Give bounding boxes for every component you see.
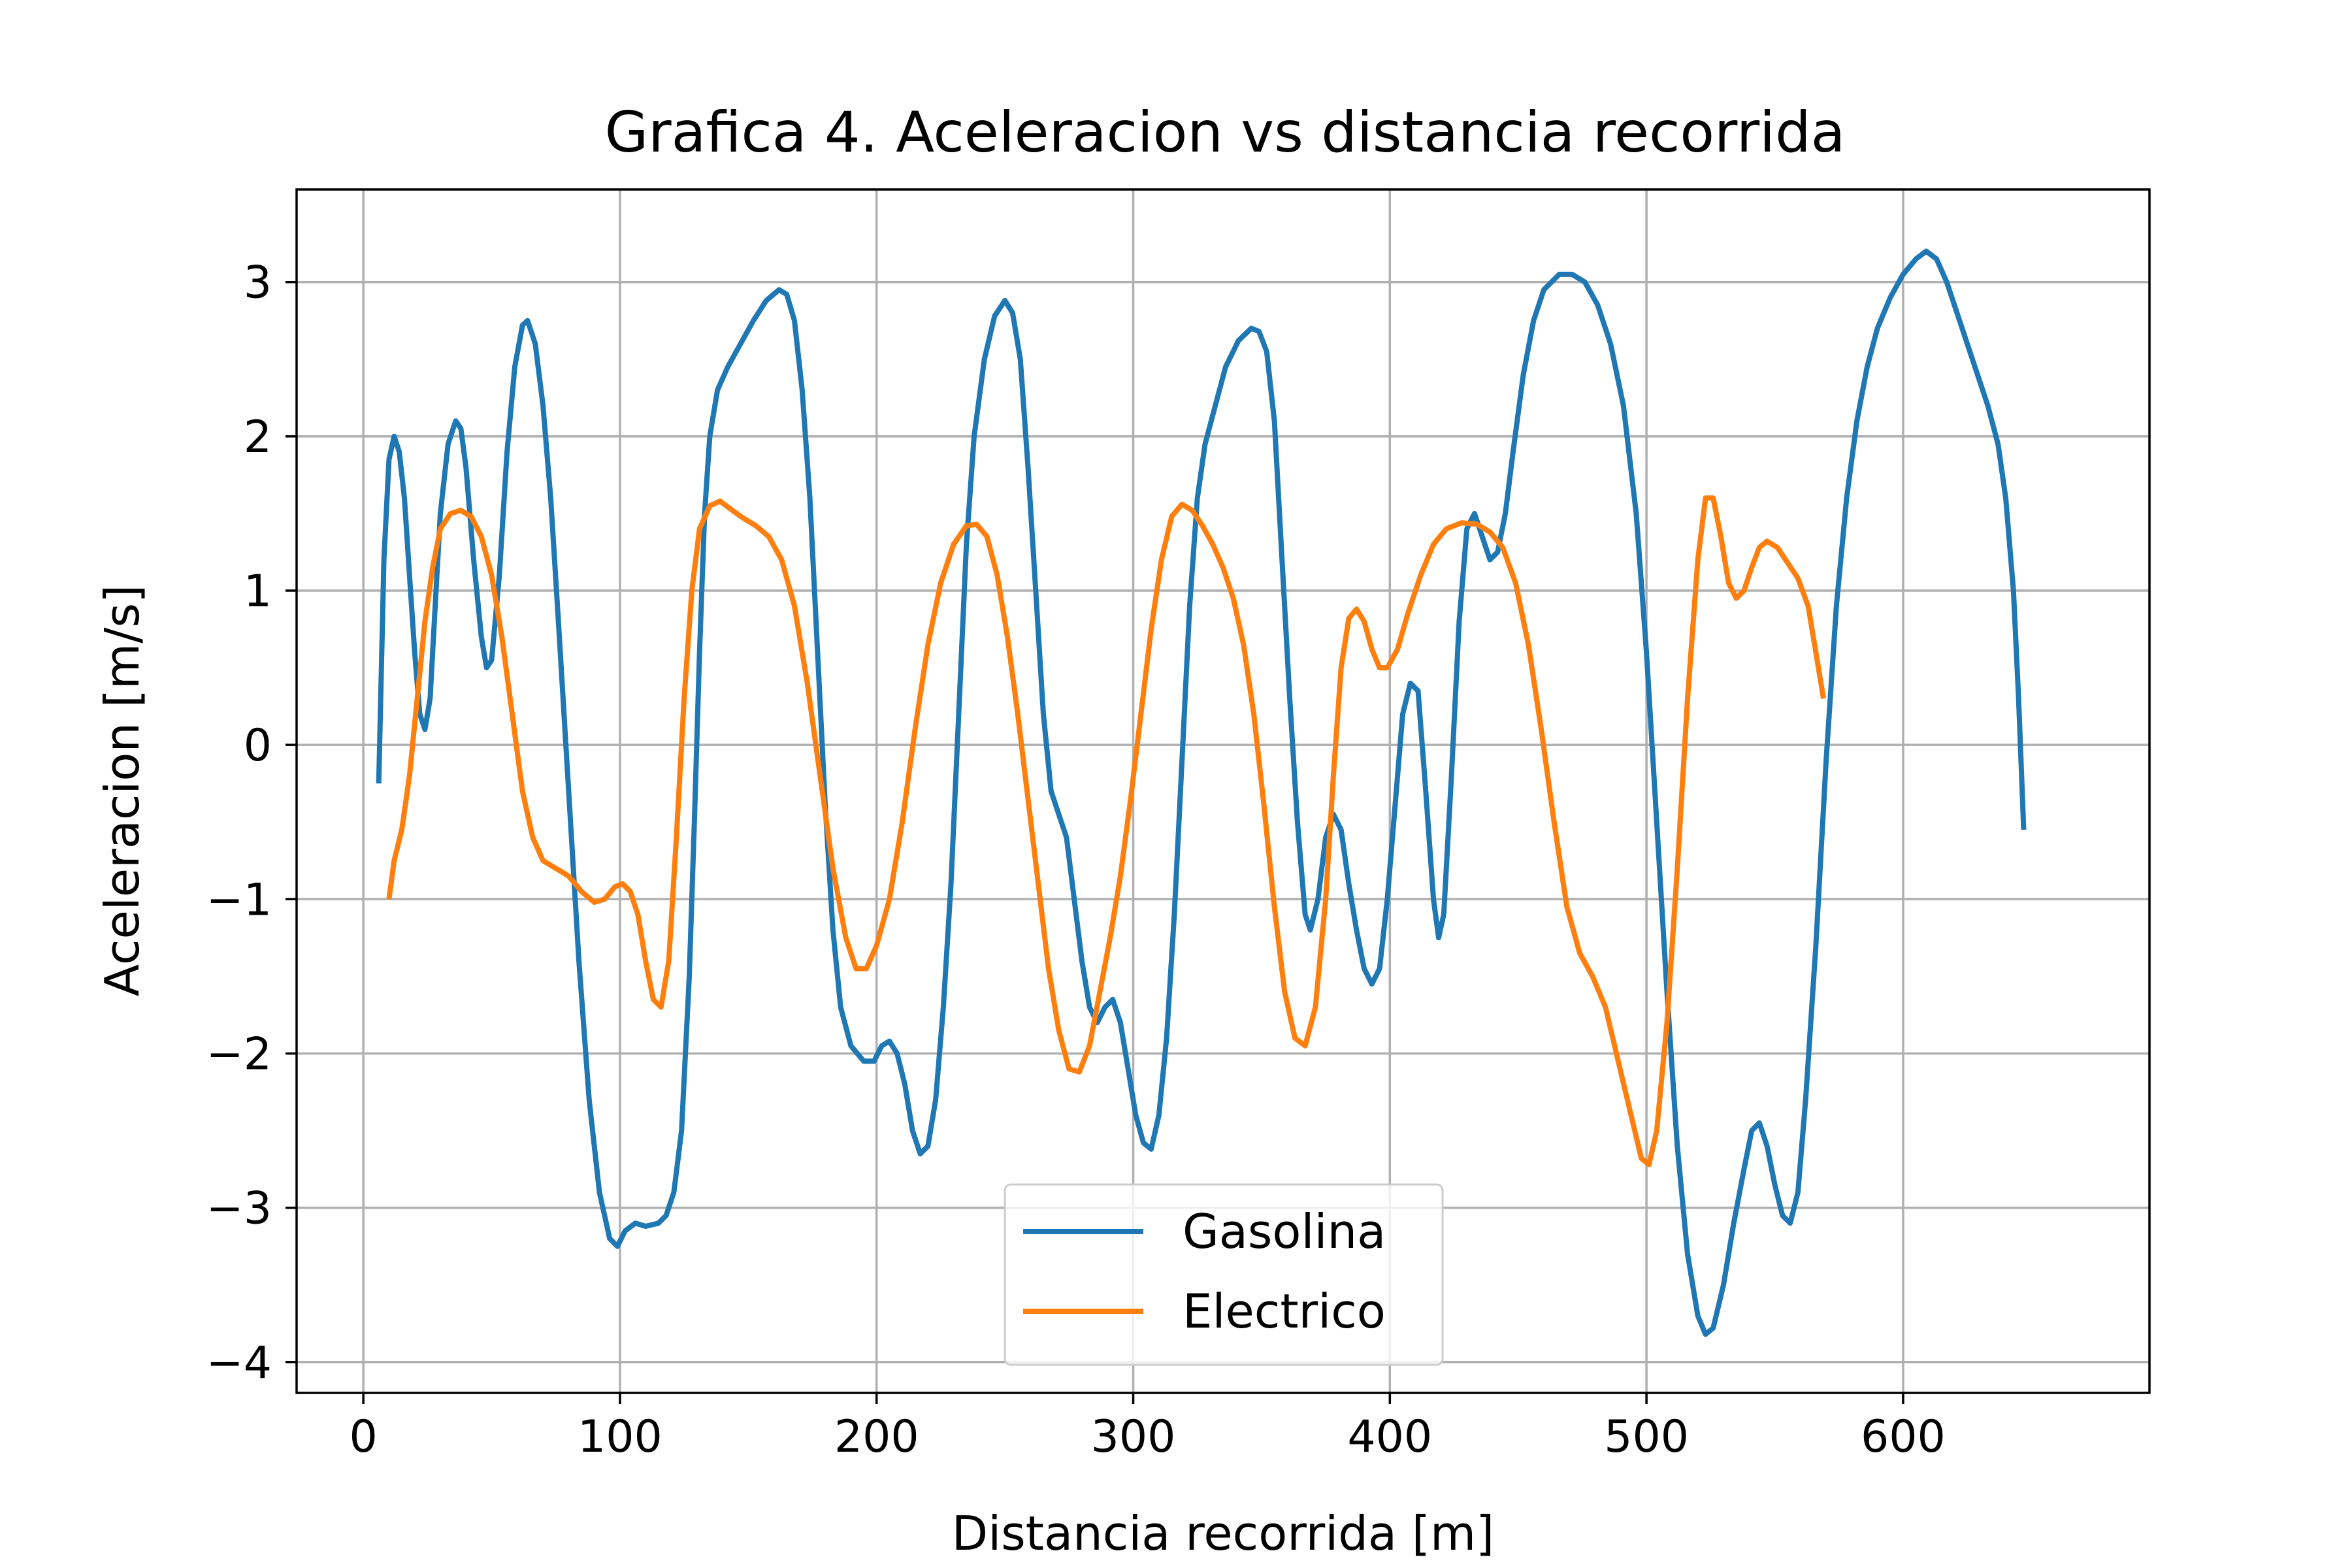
y-tick-label: 1 xyxy=(244,566,272,617)
chart-title: Grafica 4. Aceleracion vs distancia reco… xyxy=(605,100,1846,165)
y-tick-label: −3 xyxy=(206,1183,272,1235)
series-lines xyxy=(376,248,2027,1337)
x-tick-label: 600 xyxy=(1861,1411,1946,1463)
y-tick-label: 0 xyxy=(244,720,272,772)
x-tick-label: 500 xyxy=(1604,1411,1689,1463)
series-line-gasolina xyxy=(376,248,2027,1337)
x-tick-label: 300 xyxy=(1091,1411,1176,1463)
x-tick-label: 200 xyxy=(834,1411,919,1463)
legend-label-electrico: Electrico xyxy=(1183,1284,1386,1339)
x-tick-label: 400 xyxy=(1347,1411,1432,1463)
y-tick-label: 3 xyxy=(244,257,272,309)
x-axis: 0 100 200 300 400 500 600 xyxy=(349,1393,1946,1463)
x-axis-label: Distancia recorrida [m] xyxy=(952,1506,1494,1561)
y-tick-label: −4 xyxy=(206,1337,272,1389)
x-tick-label: 0 xyxy=(349,1411,377,1463)
y-axis-label: Aceleracion [m/s] xyxy=(95,585,150,996)
y-tick-label: −2 xyxy=(206,1028,272,1080)
y-tick-label: 2 xyxy=(244,412,272,463)
plot-frame xyxy=(295,188,2151,1394)
y-tick-label: −1 xyxy=(206,874,272,926)
x-tick-label: 100 xyxy=(578,1411,662,1463)
series-line-electrico xyxy=(386,495,1827,1168)
y-axis: −4 −3 −2 −1 0 1 2 3 xyxy=(206,257,297,1389)
legend: Gasolina Electrico xyxy=(1004,1183,1444,1366)
legend-label-gasolina: Gasolina xyxy=(1183,1204,1386,1259)
